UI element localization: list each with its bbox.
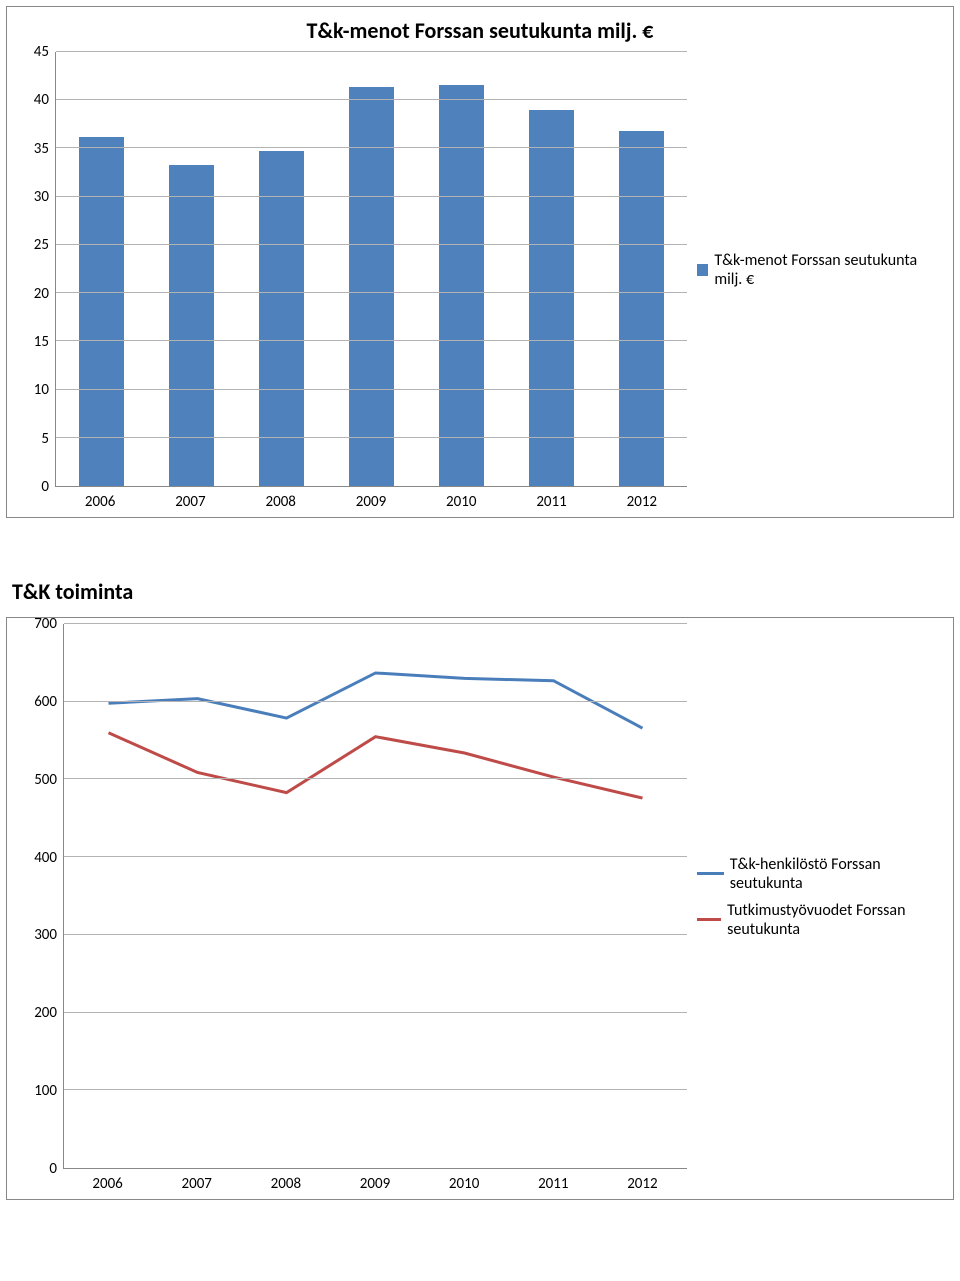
line-chart-xtick-labels: 2006200720082009201020112012 xyxy=(63,1175,687,1193)
bar-chart-plot-area xyxy=(55,52,687,487)
line-chart-plot xyxy=(63,624,687,1169)
xtick-label: 2006 xyxy=(63,1175,152,1193)
xtick-label: 2009 xyxy=(330,1175,419,1193)
bar-chart-plot xyxy=(55,52,687,487)
gridline xyxy=(64,1012,687,1013)
line-chart-legend: T&k-henkilöstö Forssan seutukunta Tutkimu… xyxy=(697,624,947,1169)
xtick-label: 2006 xyxy=(55,493,145,511)
bar-slot xyxy=(236,52,326,486)
xtick-label: 2010 xyxy=(420,1175,509,1193)
line-chart-container: 0100200300400500600700 T&k-henkilöstö Fo… xyxy=(6,617,954,1200)
bar-chart-body: 051015202530354045 T&k-menot Forssan seu… xyxy=(13,52,947,487)
bar-slot xyxy=(417,52,507,486)
xtick-label: 2012 xyxy=(597,493,687,511)
line-series xyxy=(109,733,643,798)
line-chart-xaxis: 2006200720082009201020112012 xyxy=(13,1175,947,1193)
legend-swatch-icon xyxy=(697,264,708,276)
gridline xyxy=(56,292,687,293)
line-chart-legend-item: T&k-henkilöstö Forssan seutukunta xyxy=(697,855,947,893)
bar-chart-legend-item: T&k-menot Forssan seutukunta milj. € xyxy=(697,251,947,289)
bar-slot xyxy=(326,52,416,486)
bar-slot xyxy=(146,52,236,486)
xaxis-legend-spacer xyxy=(687,1175,947,1193)
bar-chart-xaxis: 2006200720082009201020112012 xyxy=(13,493,947,511)
section-title: T&K toiminta xyxy=(12,578,954,605)
legend-line-icon xyxy=(697,918,721,921)
bar-slot xyxy=(507,52,597,486)
bar xyxy=(79,137,124,486)
bar-slot xyxy=(597,52,687,486)
bar-chart-container: T&k-menot Forssan seutukunta milj. € 051… xyxy=(6,6,954,518)
xtick-label: 2008 xyxy=(241,1175,330,1193)
gridline xyxy=(56,437,687,438)
xtick-label: 2008 xyxy=(236,493,326,511)
gridline xyxy=(56,147,687,148)
gridline xyxy=(64,934,687,935)
xtick-label: 2009 xyxy=(326,493,416,511)
bar-chart-bars xyxy=(56,52,687,486)
legend-line-icon xyxy=(697,872,724,875)
xtick-label: 2012 xyxy=(598,1175,687,1193)
bar xyxy=(169,165,214,486)
xtick-label: 2007 xyxy=(145,493,235,511)
bar xyxy=(619,131,664,486)
line-chart-body: 0100200300400500600700 T&k-henkilöstö Fo… xyxy=(13,624,947,1169)
bar xyxy=(529,110,574,486)
bar-slot xyxy=(56,52,146,486)
bar-chart-legend: T&k-menot Forssan seutukunta milj. € xyxy=(697,52,947,487)
gridline xyxy=(56,196,687,197)
gridline xyxy=(64,701,687,702)
bar-chart-xtick-labels: 2006200720082009201020112012 xyxy=(55,493,687,511)
gridline xyxy=(56,99,687,100)
line-chart-yaxis: 0100200300400500600700 xyxy=(13,624,63,1169)
legend-label: T&k-henkilöstö Forssan seutukunta xyxy=(730,855,947,893)
gridline xyxy=(64,1089,687,1090)
gridline xyxy=(64,778,687,779)
line-chart-svg xyxy=(64,624,687,1168)
xtick-label: 2010 xyxy=(416,493,506,511)
bar xyxy=(439,85,484,486)
xtick-label: 2011 xyxy=(509,1175,598,1193)
gridline xyxy=(56,389,687,390)
bar-chart-yaxis: 051015202530354045 xyxy=(13,52,55,487)
line-chart-plot-area xyxy=(63,624,687,1169)
gridline xyxy=(56,51,687,52)
xtick-label: 2007 xyxy=(152,1175,241,1193)
gridline xyxy=(64,856,687,857)
legend-label: Tutkimustyövuodet Forssan seutukunta xyxy=(727,901,947,939)
gridline xyxy=(56,244,687,245)
gridline xyxy=(64,623,687,624)
gridline xyxy=(56,340,687,341)
xtick-label: 2011 xyxy=(506,493,596,511)
bar-chart-legend-label: T&k-menot Forssan seutukunta milj. € xyxy=(714,251,947,289)
bar-chart-title: T&k-menot Forssan seutukunta milj. € xyxy=(13,17,947,44)
line-chart-legend-item: Tutkimustyövuodet Forssan seutukunta xyxy=(697,901,947,939)
xaxis-legend-spacer xyxy=(687,493,947,511)
